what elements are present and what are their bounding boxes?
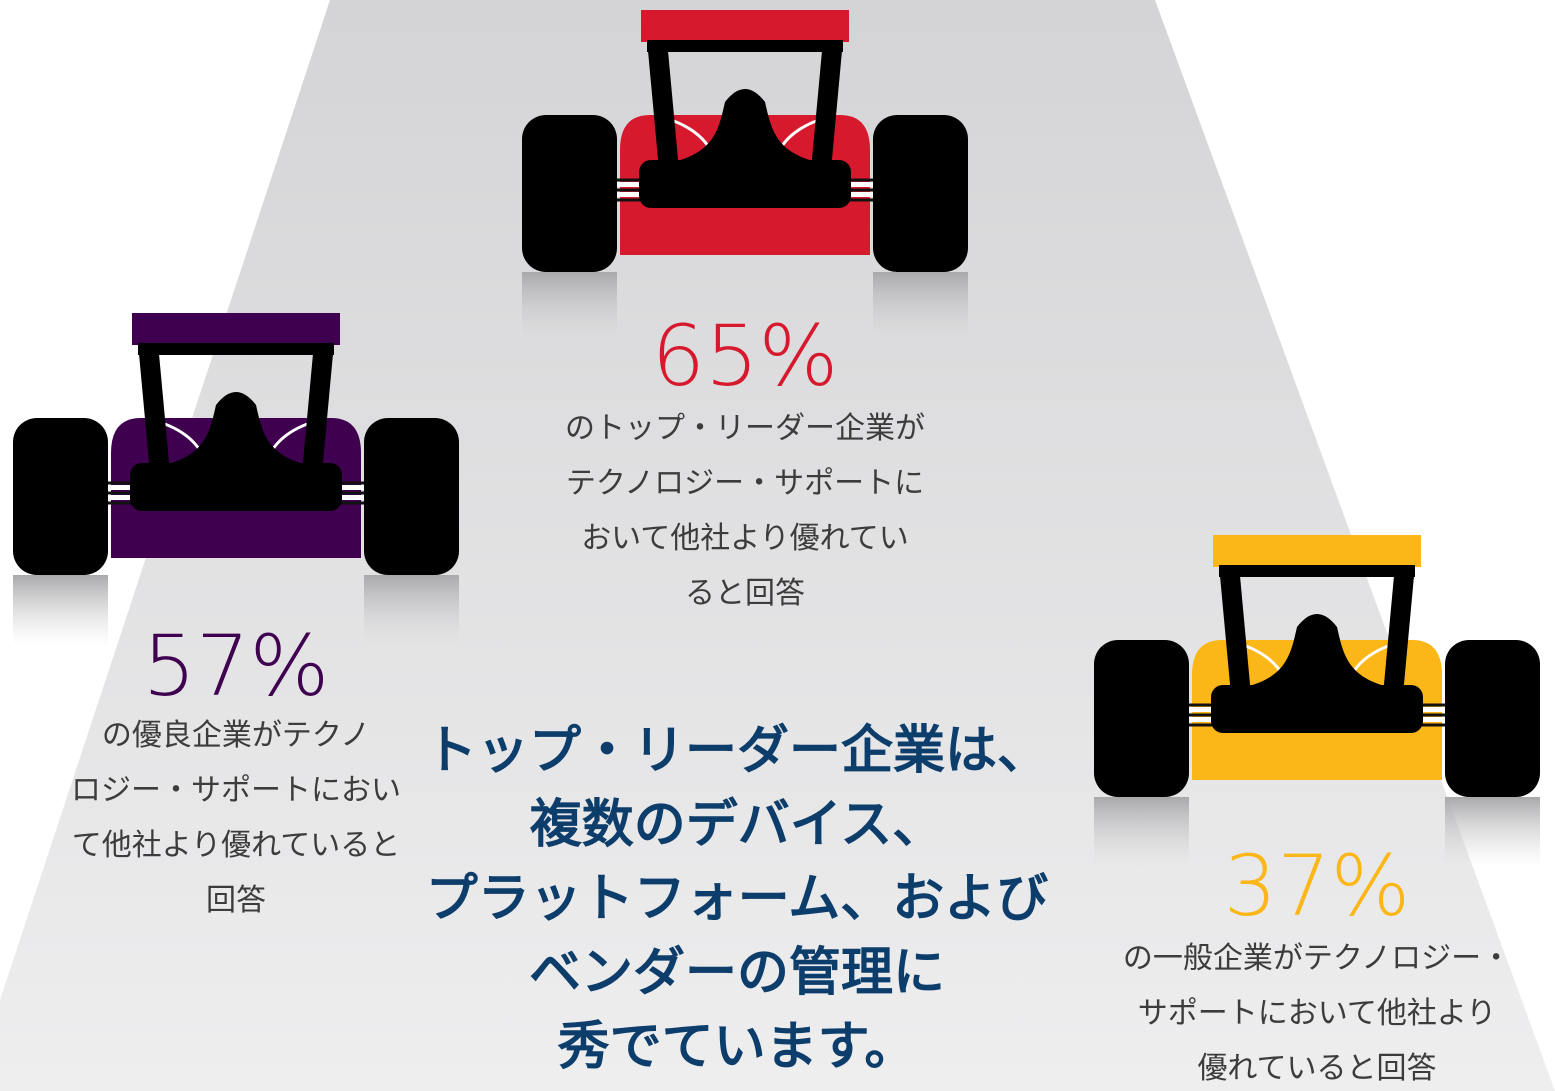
tire (1094, 640, 1189, 797)
cockpit (1211, 685, 1423, 733)
axle-gap (108, 495, 136, 500)
upright (811, 40, 843, 170)
axle-gap (336, 485, 364, 490)
percentage: 65% (652, 307, 839, 405)
description-line: の優良企業がテクノ (102, 718, 370, 753)
tire (364, 418, 459, 575)
headline-line: トップ・リーダー企業は、 (425, 721, 1049, 781)
rear-wing (132, 313, 340, 345)
tire (873, 115, 968, 272)
description-line: 回答 (206, 883, 266, 918)
tire (522, 115, 617, 272)
axle-gap (1189, 707, 1217, 712)
headline-line: 秀でています。 (557, 1017, 917, 1077)
tire-shadow (1094, 797, 1189, 867)
tire-shadow (364, 575, 459, 645)
headline-line: 複数のデバイス、 (530, 795, 944, 855)
upright (1219, 565, 1251, 695)
headline-line: プラットフォーム、および (426, 869, 1048, 929)
description-line: て他社より優れていると (72, 828, 401, 863)
headline-line: ベンダーの管理に (529, 943, 945, 1003)
tire-shadow (1445, 797, 1540, 867)
wing-bar (647, 40, 843, 52)
axle-gap (845, 192, 873, 197)
nose (1245, 614, 1389, 687)
tire (13, 418, 108, 575)
race-car (522, 10, 968, 342)
wing-bar (138, 343, 334, 355)
axle-gap (617, 182, 645, 187)
tire-shadow (13, 575, 108, 645)
upright (1383, 565, 1415, 695)
upright (302, 343, 334, 473)
cockpit (130, 463, 342, 511)
axle-gap (108, 485, 136, 490)
axle-gap (617, 192, 645, 197)
description-line: のトップ・リーダー企業が (565, 411, 925, 446)
description-line: の一般企業がテクノロジー・ (1123, 941, 1511, 976)
description-line: ロジー・サポートにおい (71, 773, 401, 808)
tire-shadow (873, 272, 968, 342)
race-car (13, 313, 459, 645)
upright (138, 343, 170, 473)
wing-bar (1219, 565, 1415, 577)
upright (647, 40, 679, 170)
description-line: おいて他社より優れてい (581, 521, 909, 556)
description-line: 優れていると回答 (1197, 1051, 1436, 1086)
tire-shadow (522, 272, 617, 342)
axle-gap (845, 182, 873, 187)
axle-gap (336, 495, 364, 500)
race-car (1094, 535, 1540, 867)
tire (1445, 640, 1540, 797)
description-line: サポートにおいて他社より (1138, 996, 1497, 1031)
percentage: 57% (143, 617, 330, 715)
nose (164, 392, 308, 465)
axle-gap (1417, 707, 1445, 712)
nose (673, 89, 817, 162)
description-line: ると回答 (685, 576, 805, 611)
cockpit (639, 160, 851, 208)
rear-wing (1213, 535, 1421, 567)
description-line: テクノロジー・サポートに (566, 466, 924, 501)
percentage: 37% (1224, 837, 1411, 935)
axle-gap (1189, 717, 1217, 722)
axle-gap (1417, 717, 1445, 722)
rear-wing (641, 10, 849, 42)
